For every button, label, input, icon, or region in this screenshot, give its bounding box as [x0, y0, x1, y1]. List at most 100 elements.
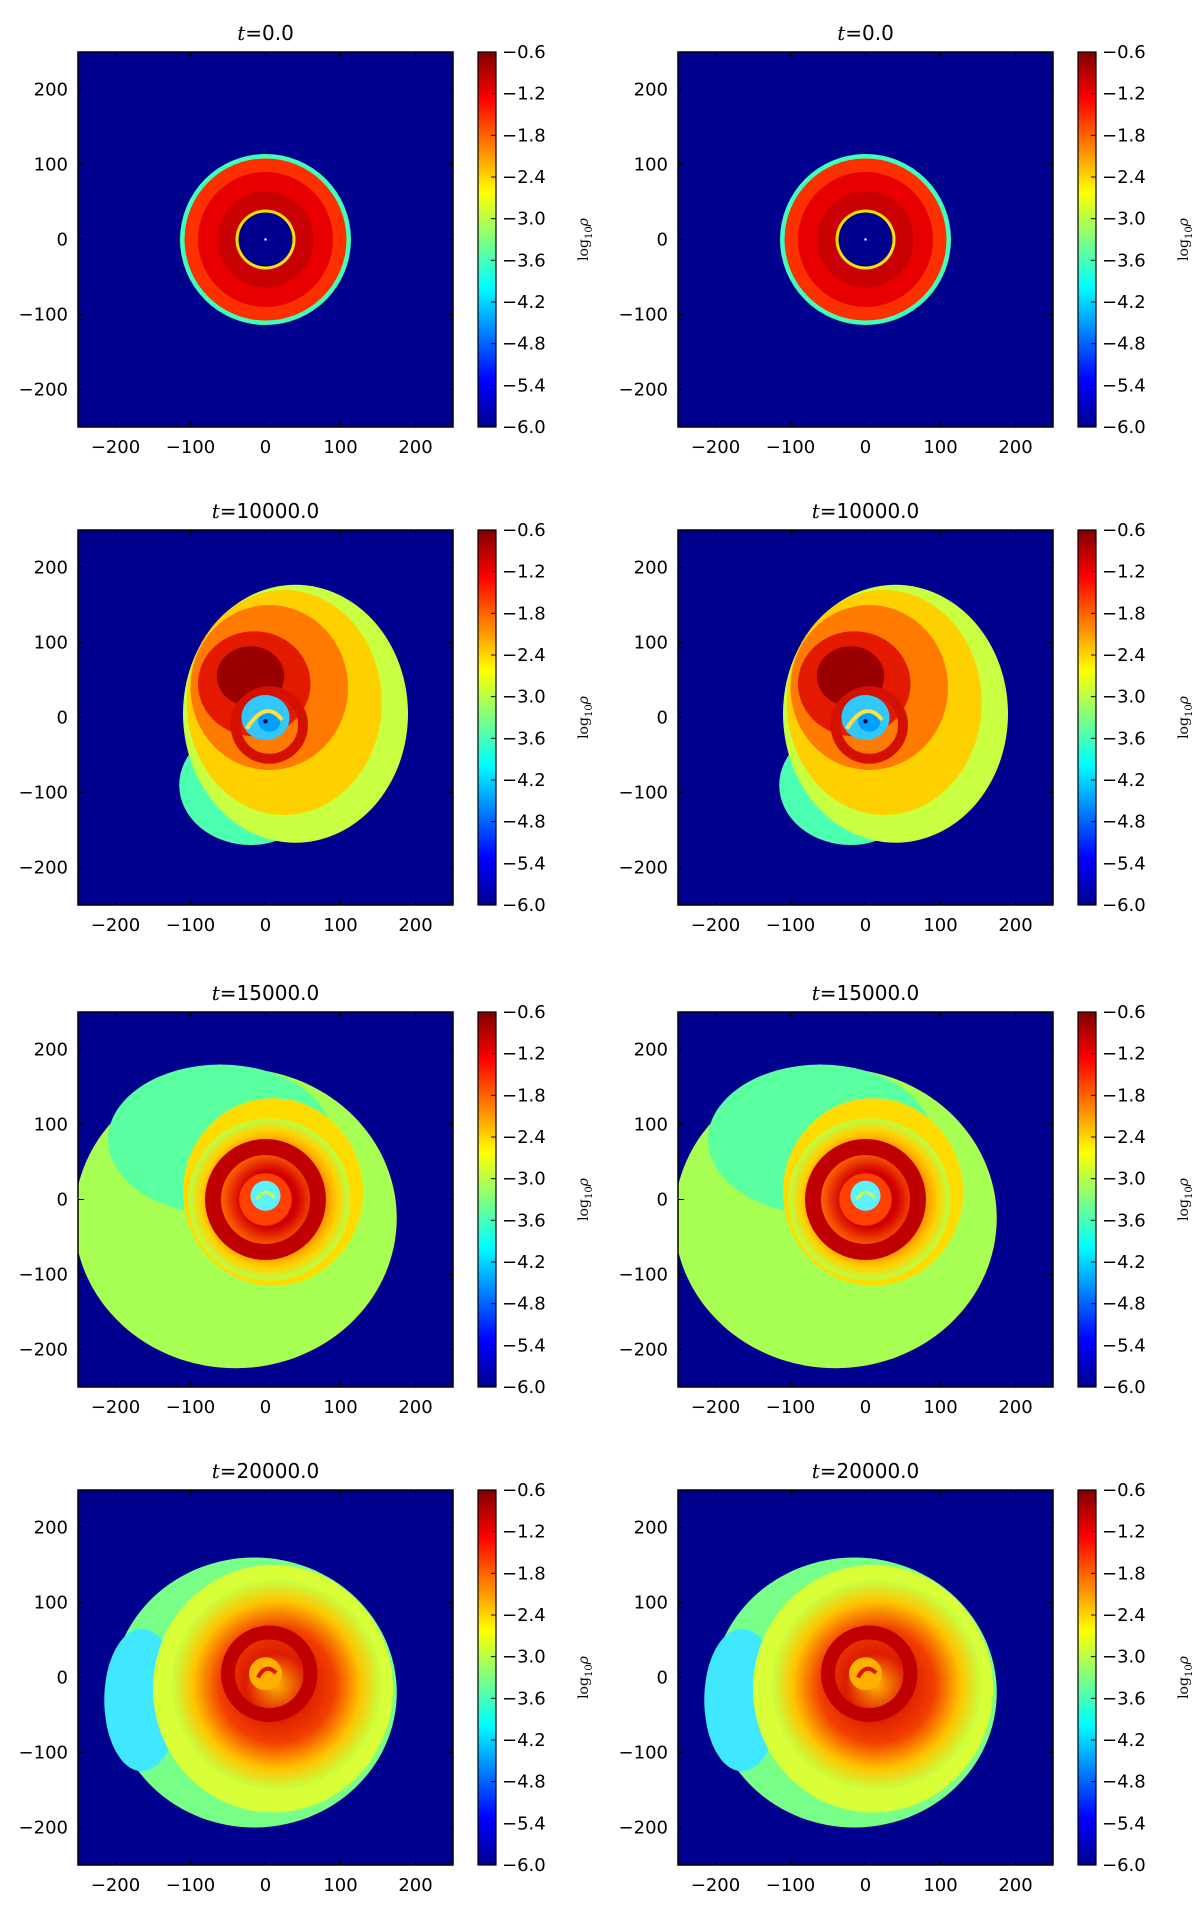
- panel-title: t=10000.0: [212, 499, 320, 523]
- colorbar-tick-label: −0.6: [502, 42, 546, 63]
- colorbar-tick-label: −0.6: [1102, 1002, 1146, 1023]
- panel-5: t=15000.0 −200 −100 0 100 200 200 100 0 −100 −200 −…: [19, 981, 595, 1418]
- colorbar-tick-label: −4.2: [502, 292, 546, 313]
- colorbar-tick-label: −3.6: [502, 1688, 546, 1709]
- colorbar-tick-label: −1.2: [1102, 1522, 1146, 1543]
- colorbar-tick-label: −0.6: [1102, 520, 1146, 541]
- colorbar-tick-label: −3.6: [502, 1210, 546, 1231]
- x-tick-label: 100: [323, 437, 357, 458]
- colorbar-tick-label: −3.0: [1102, 1169, 1146, 1190]
- x-tick-label: 0: [260, 915, 271, 936]
- colorbar-tick-label: −4.2: [1102, 1730, 1146, 1751]
- colorbar-label: log10ρ: [1176, 1177, 1195, 1221]
- colorbar-tick-label: −0.6: [502, 1480, 546, 1501]
- colorbar-tick-label: −6.0: [502, 417, 546, 438]
- colorbar-tick-label: −1.8: [502, 1085, 546, 1106]
- colorbar: [1077, 1011, 1097, 1388]
- density-map: [78, 1490, 453, 1865]
- y-tick-label: −200: [19, 1340, 68, 1361]
- colorbar-tick-label: −4.8: [502, 1294, 546, 1315]
- colorbar-tick-label: −1.8: [502, 1563, 546, 1584]
- colorbar-tick-label: −1.2: [502, 84, 546, 105]
- colorbar-tick-label: −3.6: [1102, 1210, 1146, 1231]
- colorbar-tick-label: −2.4: [502, 1127, 546, 1148]
- colorbar-tick-label: −2.4: [1102, 645, 1146, 666]
- colorbar-tick-label: −4.8: [502, 812, 546, 833]
- colorbar-tick-label: −2.4: [502, 645, 546, 666]
- x-tick-label: 200: [398, 1875, 432, 1896]
- colorbar-tick-label: −3.0: [502, 1647, 546, 1668]
- x-tick-label: 0: [860, 915, 871, 936]
- colorbar-tick-label: −3.0: [1102, 209, 1146, 230]
- colorbar-tick-label: −6.0: [502, 895, 546, 916]
- colorbar-tick-label: −1.2: [1102, 1044, 1146, 1065]
- y-tick-label: −100: [619, 1265, 668, 1286]
- colorbar-tick-label: −4.8: [502, 334, 546, 355]
- colorbar-tick-label: −2.4: [1102, 1605, 1146, 1626]
- y-tick-label: −100: [619, 305, 668, 326]
- colorbar-tick-label: −5.4: [1102, 1813, 1146, 1834]
- colorbar-tick-label: −2.4: [1102, 1127, 1146, 1148]
- colorbar-tick-label: −6.0: [1102, 1377, 1146, 1398]
- x-tick-label: 100: [923, 437, 957, 458]
- colorbar: [1077, 1489, 1097, 1866]
- colorbar-label: log10ρ: [576, 695, 595, 739]
- y-tick-label: −100: [19, 783, 68, 804]
- colorbar-tick-label: −5.4: [502, 1813, 546, 1834]
- colorbar-label: log10ρ: [576, 217, 595, 261]
- y-tick-label: −200: [619, 1340, 668, 1361]
- colorbar-tick-label: −3.0: [1102, 1647, 1146, 1668]
- panel-3: t=10000.0 −200 −100 0 100 200 200 100 0 −100 −200 −…: [19, 499, 595, 936]
- colorbar-tick-label: −5.4: [502, 1335, 546, 1356]
- panel-title: t=15000.0: [212, 981, 320, 1005]
- density-map: [678, 1012, 1053, 1387]
- colorbar-tick-label: −1.2: [502, 1044, 546, 1065]
- x-tick-label: −200: [91, 1397, 140, 1418]
- x-tick-label: −100: [166, 1397, 215, 1418]
- panel-title: t=20000.0: [212, 1459, 320, 1483]
- density-map: [78, 52, 453, 427]
- panel-8: t=20000.0 −200 −100 0 100 200 200 100 0 −100 −200 −…: [619, 1459, 1195, 1896]
- colorbar-tick-label: −5.4: [502, 853, 546, 874]
- colorbar-tick-label: −1.8: [502, 603, 546, 624]
- colorbar-tick-label: −4.2: [1102, 292, 1146, 313]
- colorbar-tick-label: −3.6: [1102, 1688, 1146, 1709]
- y-tick-label: 100: [634, 1115, 668, 1136]
- density-map: [678, 1490, 1053, 1865]
- colorbar-tick-label: −6.0: [502, 1377, 546, 1398]
- density-map: [678, 530, 1053, 905]
- colorbar-tick-label: −4.8: [502, 1772, 546, 1793]
- x-tick-label: −100: [766, 915, 815, 936]
- colorbar-tick-label: −6.0: [1102, 895, 1146, 916]
- x-tick-label: 100: [923, 915, 957, 936]
- colorbar-tick-label: −3.6: [502, 250, 546, 271]
- x-tick-label: −100: [766, 1875, 815, 1896]
- x-tick-label: 0: [260, 1397, 271, 1418]
- y-tick-label: −100: [619, 783, 668, 804]
- colorbar-label: log10ρ: [1176, 217, 1195, 261]
- y-tick-label: 100: [34, 633, 68, 654]
- colorbar-label: log10ρ: [1176, 1655, 1195, 1699]
- colorbar-tick-label: −5.4: [502, 375, 546, 396]
- x-tick-label: 200: [998, 915, 1032, 936]
- y-tick-label: 0: [657, 1190, 668, 1211]
- y-tick-label: 0: [57, 1190, 68, 1211]
- density-map: [78, 1012, 453, 1387]
- colorbar-tick-label: −5.4: [1102, 853, 1146, 874]
- panel-4: t=10000.0 −200 −100 0 100 200 200 100 0 −100 −200 −…: [619, 499, 1195, 936]
- panel-title: t=0.0: [237, 21, 294, 45]
- y-tick-label: 200: [634, 1518, 668, 1539]
- x-tick-label: −200: [691, 915, 740, 936]
- colorbar-tick-label: −6.0: [502, 1855, 546, 1876]
- x-tick-label: 200: [398, 1397, 432, 1418]
- colorbar-tick-label: −4.2: [502, 1252, 546, 1273]
- colorbar: [477, 51, 497, 428]
- x-tick-label: −100: [166, 1875, 215, 1896]
- colorbar: [477, 529, 497, 906]
- x-tick-label: 100: [923, 1875, 957, 1896]
- colorbar-tick-label: −1.8: [1102, 603, 1146, 624]
- colorbar-tick-label: −3.0: [502, 209, 546, 230]
- x-tick-label: 200: [398, 915, 432, 936]
- x-tick-label: 100: [923, 1397, 957, 1418]
- y-tick-label: 200: [34, 1518, 68, 1539]
